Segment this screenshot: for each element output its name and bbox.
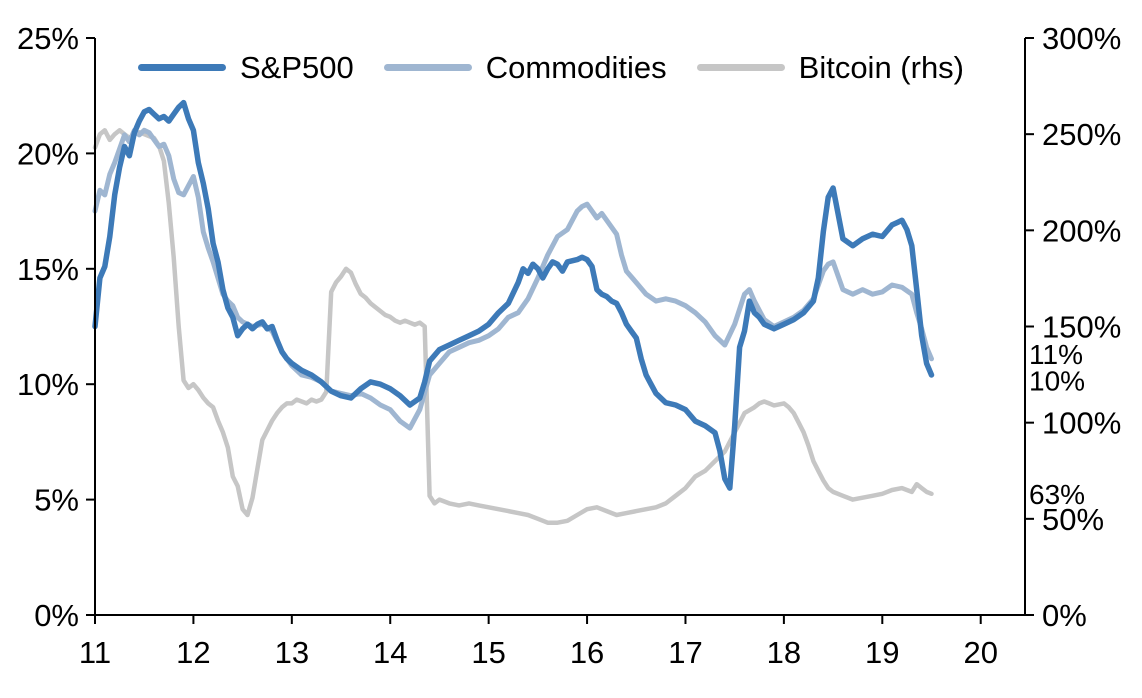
svg-text:13: 13 [275,635,309,670]
svg-text:15: 15 [471,635,505,670]
svg-text:25%: 25% [17,21,79,56]
svg-text:250%: 250% [1042,117,1121,152]
sp500-line-swatch [137,64,226,71]
svg-text:11: 11 [79,635,111,670]
svg-text:14: 14 [373,635,407,670]
svg-text:20%: 20% [17,136,79,171]
svg-text:10%: 10% [17,367,79,402]
svg-text:5%: 5% [34,483,79,518]
svg-text:18: 18 [767,635,801,670]
svg-text:0%: 0% [1042,598,1087,633]
svg-text:300%: 300% [1042,21,1121,56]
svg-text:10%: 10% [1029,366,1085,397]
legend-item-commodities: Commodities [383,50,667,85]
legend-label-bitcoin: Bitcoin (rhs) [798,50,965,85]
legend: S&P500 Commodities Bitcoin (rhs) [0,52,1102,83]
svg-text:200%: 200% [1042,213,1121,248]
svg-text:63%: 63% [1029,479,1085,510]
svg-text:12: 12 [176,635,210,670]
svg-text:16: 16 [570,635,604,670]
svg-text:50%: 50% [1042,502,1104,537]
commodities-line-swatch [383,64,472,71]
svg-text:19: 19 [865,635,899,670]
legend-item-sp500: S&P500 [137,50,354,85]
svg-text:17: 17 [668,635,702,670]
svg-text:11%: 11% [1029,339,1083,370]
legend-label-sp500: S&P500 [239,50,354,85]
svg-text:0%: 0% [34,598,79,633]
legend-item-bitcoin: Bitcoin (rhs) [696,50,965,85]
legend-label-commodities: Commodities [485,50,667,85]
svg-text:15%: 15% [17,252,79,287]
svg-text:20: 20 [963,635,997,670]
svg-text:100%: 100% [1042,406,1121,441]
svg-text:150%: 150% [1042,310,1121,345]
bitcoin-line-swatch [696,64,785,71]
